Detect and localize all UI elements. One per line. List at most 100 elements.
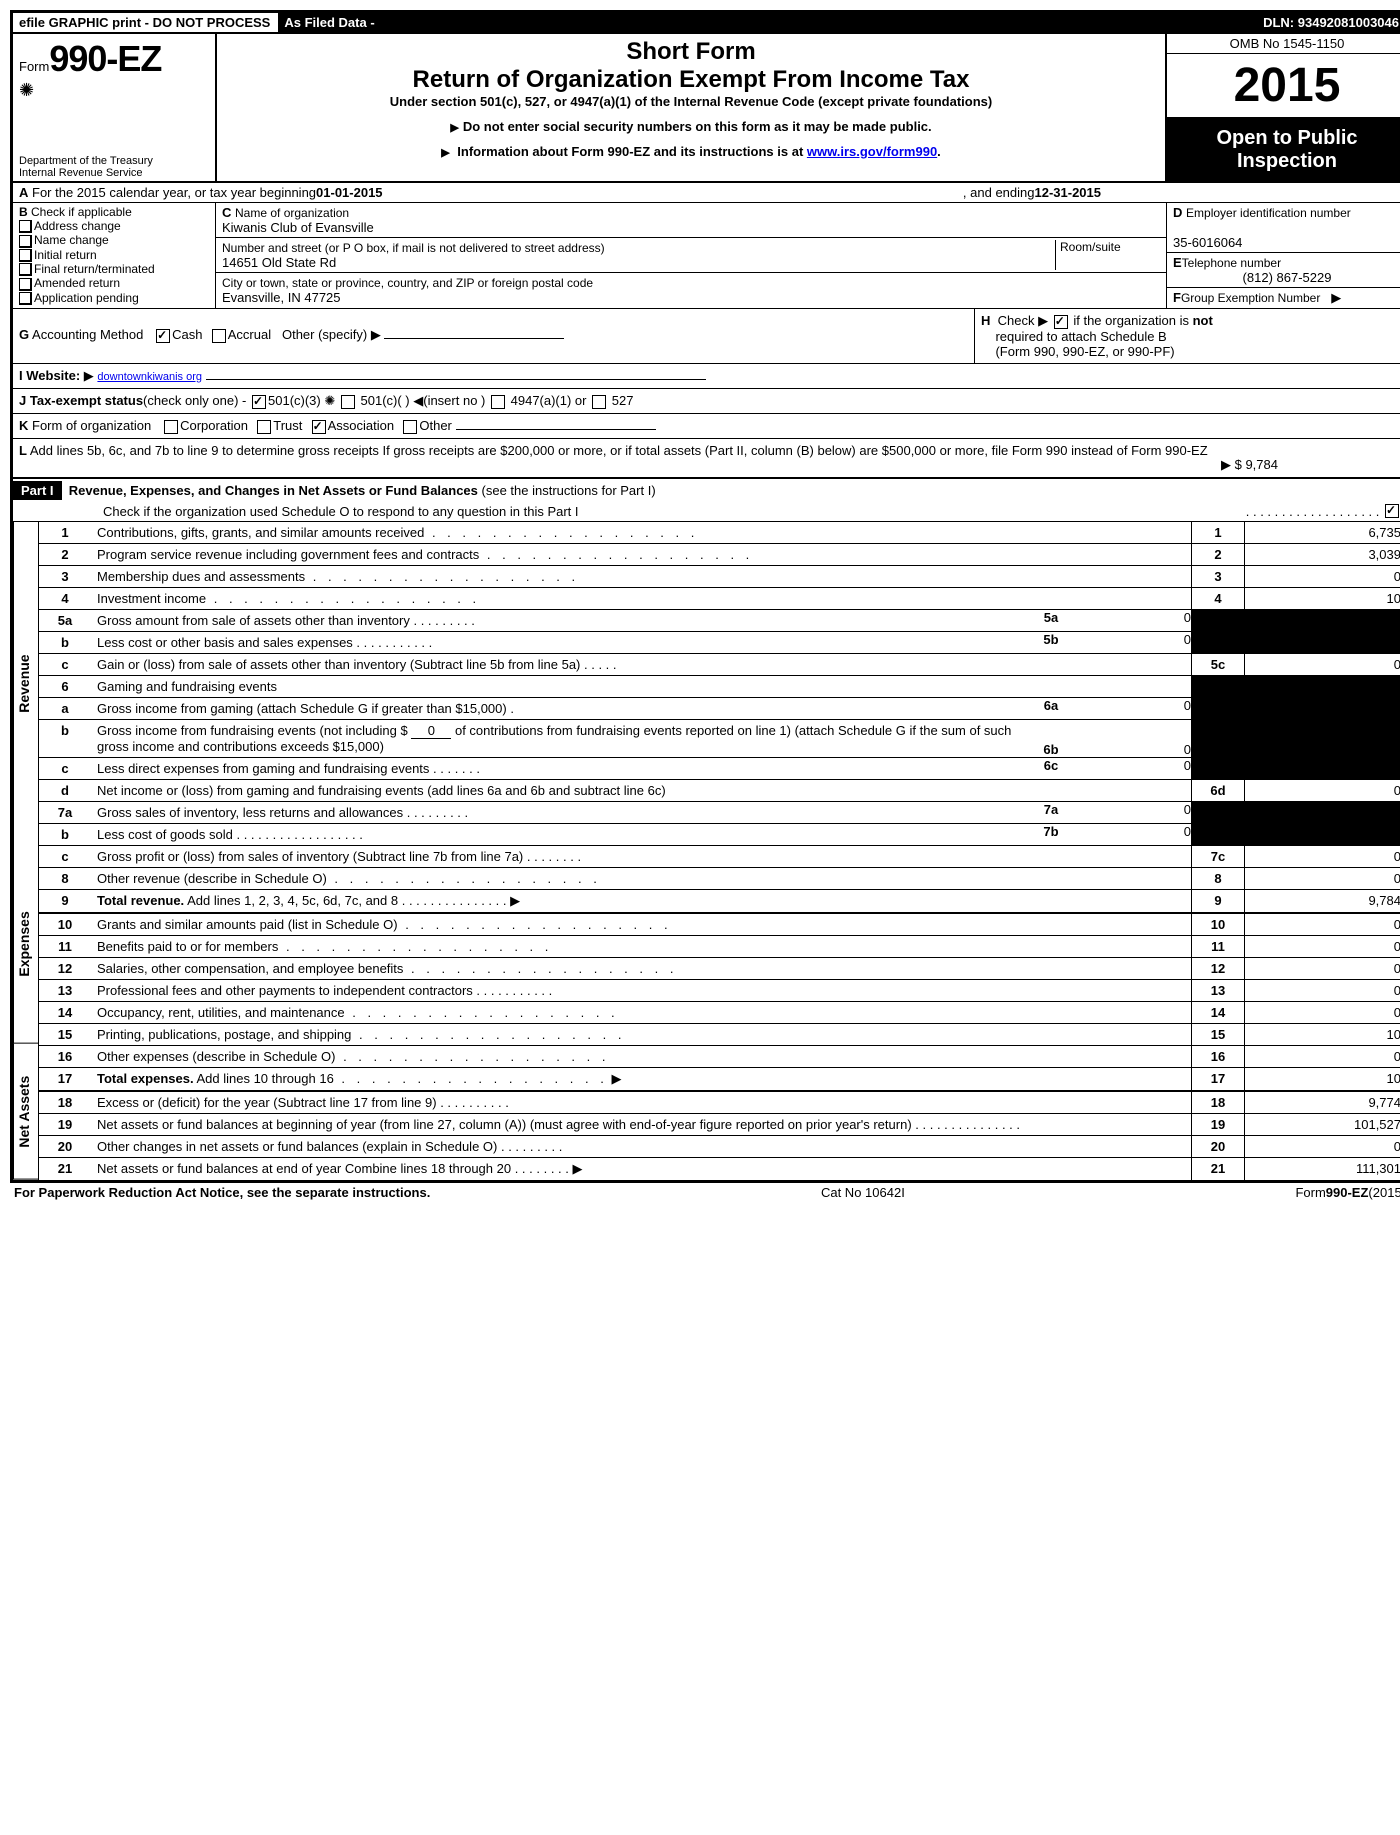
footer-catno: Cat No 10642I xyxy=(821,1185,905,1200)
j-4947-checkbox xyxy=(491,395,505,409)
part1-label: Part I xyxy=(13,481,62,500)
form-prefix: Form xyxy=(19,59,49,74)
room-suite-label: Room/suite xyxy=(1055,240,1160,270)
side-labels: Revenue Expenses Net Assets xyxy=(13,522,39,1180)
asfiled-label: As Filed Data - xyxy=(278,13,382,32)
line-5a: 5aGross amount from sale of assets other… xyxy=(39,609,1400,631)
line-7a: 7aGross sales of inventory, less returns… xyxy=(39,801,1400,823)
header-right: OMB No 1545-1150 2015 Open to PublicInsp… xyxy=(1165,34,1400,181)
section-c: C Name of organization Kiwanis Club of E… xyxy=(216,203,1166,308)
gh-section: G Accounting Method Cash Accrual Other (… xyxy=(13,309,1400,364)
section-j: J Tax-exempt status(check only one) - 50… xyxy=(13,389,1400,414)
line-7c: cGross profit or (loss) from sales of in… xyxy=(39,845,1400,867)
line-17: 17Total expenses. Add lines 10 through 1… xyxy=(39,1067,1400,1091)
section-def: D Employer identification number 35-6016… xyxy=(1166,203,1400,308)
dln: DLN: 93492081003046 xyxy=(1257,13,1400,32)
line-9: 9Total revenue. Add lines 1, 2, 3, 4, 5c… xyxy=(39,889,1400,913)
line-18: 18Excess or (deficit) for the year (Subt… xyxy=(39,1091,1400,1114)
open-public: Open to PublicInspection xyxy=(1167,119,1400,181)
part1-header: Part I Revenue, Expenses, and Changes in… xyxy=(13,479,1400,522)
line-6c: cLess direct expenses from gaming and fu… xyxy=(39,757,1400,779)
footer: For Paperwork Reduction Act Notice, see … xyxy=(10,1183,1400,1202)
irs-link[interactable]: www.irs.gov/form990 xyxy=(807,144,937,159)
line-4: 4Investment income410 xyxy=(39,587,1400,609)
instr-info: Information about Form 990-EZ and its in… xyxy=(223,144,1159,159)
revenue-label: Revenue xyxy=(13,522,38,846)
footer-form: Form990-EZ(2015) xyxy=(1295,1185,1400,1200)
bcd-section: B Check if applicable Address change Nam… xyxy=(13,203,1400,309)
header-row: Form990-EZ ✺ Department of the Treasury … xyxy=(13,34,1400,183)
part1-check-text: Check if the organization used Schedule … xyxy=(103,504,1246,519)
j-501c3-checkbox xyxy=(252,395,266,409)
line-11: 11Benefits paid to or for members110 xyxy=(39,935,1400,957)
line-6b: bGross income from fundraising events (n… xyxy=(39,719,1400,757)
phone-value: (812) 867-5229 xyxy=(1173,270,1400,285)
opt-final-return: Final return/terminated xyxy=(34,262,155,276)
line-2: 2Program service revenue including gover… xyxy=(39,543,1400,565)
header-left: Form990-EZ ✺ Department of the Treasury … xyxy=(13,34,217,181)
line-a: A For the 2015 calendar year, or tax yea… xyxy=(13,183,1400,203)
dept-irs: Internal Revenue Service xyxy=(19,167,153,179)
schedule-o-checkbox xyxy=(1385,504,1399,518)
line-5b: bLess cost or other basis and sales expe… xyxy=(39,631,1400,653)
line-12: 12Salaries, other compensation, and empl… xyxy=(39,957,1400,979)
h-checkbox xyxy=(1054,315,1068,329)
line-19: 19Net assets or fund balances at beginni… xyxy=(39,1113,1400,1135)
part1-title: Revenue, Expenses, and Changes in Net As… xyxy=(69,483,478,498)
subtitle: Under section 501(c), 527, or 4947(a)(1)… xyxy=(223,94,1159,109)
opt-initial-return: Initial return xyxy=(34,248,97,262)
line-10: 10Grants and similar amounts paid (list … xyxy=(39,913,1400,936)
line-16: 16Other expenses (describe in Schedule O… xyxy=(39,1045,1400,1067)
line-6a: aGross income from gaming (attach Schedu… xyxy=(39,697,1400,719)
opt-address-change: Address change xyxy=(34,219,121,233)
section-l: L Add lines 5b, 6c, and 7b to line 9 to … xyxy=(13,439,1400,479)
efile-label: efile GRAPHIC print - DO NOT PROCESS xyxy=(13,13,278,32)
dept-treasury: Department of the Treasury xyxy=(19,155,153,167)
section-i: I Website: ▶ downtownkiwanis org xyxy=(13,364,1400,389)
tax-year: 2015 xyxy=(1167,54,1400,119)
title-short-form: Short Form xyxy=(223,38,1159,66)
accrual-checkbox xyxy=(212,329,226,343)
line-14: 14Occupancy, rent, utilities, and mainte… xyxy=(39,1001,1400,1023)
line-8: 8Other revenue (describe in Schedule O)8… xyxy=(39,867,1400,889)
top-bar: efile GRAPHIC print - DO NOT PROCESS As … xyxy=(13,13,1400,34)
omb-number: OMB No 1545-1150 xyxy=(1167,34,1400,54)
opt-app-pending: Application pending xyxy=(34,291,139,305)
section-b: B Check if applicable Address change Nam… xyxy=(13,203,216,308)
section-h: H Check ▶ if the organization is not req… xyxy=(974,309,1400,363)
org-city: Evansville, IN 47725 xyxy=(222,290,341,305)
org-name: Kiwanis Club of Evansville xyxy=(222,220,374,235)
j-501c-checkbox xyxy=(341,395,355,409)
title-return: Return of Organization Exempt From Incom… xyxy=(223,66,1159,94)
form-number: 990-EZ xyxy=(49,38,161,79)
opt-amended: Amended return xyxy=(34,276,120,290)
line-5c: cGain or (loss) from sale of assets othe… xyxy=(39,653,1400,675)
line-21: 21Net assets or fund balances at end of … xyxy=(39,1157,1400,1180)
line-20: 20Other changes in net assets or fund ba… xyxy=(39,1135,1400,1157)
instr-ssn: Do not enter social security numbers on … xyxy=(223,119,1159,134)
line-13: 13Professional fees and other payments t… xyxy=(39,979,1400,1001)
gross-receipts: $ 9,784 xyxy=(1235,457,1278,472)
ein-value: 35-6016064 xyxy=(1173,235,1242,250)
line-3: 3Membership dues and assessments30 xyxy=(39,565,1400,587)
netassets-label: Net Assets xyxy=(13,1044,38,1180)
cash-checkbox xyxy=(156,329,170,343)
lines-table: 1Contributions, gifts, grants, and simil… xyxy=(39,522,1400,1180)
line-6d: dNet income or (loss) from gaming and fu… xyxy=(39,779,1400,801)
section-k: K Form of organization Corporation Trust… xyxy=(13,414,1400,439)
org-street: 14651 Old State Rd xyxy=(222,255,336,270)
top-spacer xyxy=(383,13,1257,32)
form-container: efile GRAPHIC print - DO NOT PROCESS As … xyxy=(10,10,1400,1183)
main-table-container: Revenue Expenses Net Assets 1Contributio… xyxy=(13,522,1400,1180)
expenses-label: Expenses xyxy=(13,845,38,1044)
footer-paperwork: For Paperwork Reduction Act Notice, see … xyxy=(14,1185,430,1200)
line-1: 1Contributions, gifts, grants, and simil… xyxy=(39,522,1400,544)
header-mid: Short Form Return of Organization Exempt… xyxy=(217,34,1165,181)
j-527-checkbox xyxy=(592,395,606,409)
line-15: 15Printing, publications, postage, and s… xyxy=(39,1023,1400,1045)
website-link[interactable]: downtownkiwanis org xyxy=(97,371,202,383)
line-7b: bLess cost of goods sold . . . . . . . .… xyxy=(39,823,1400,845)
opt-name-change: Name change xyxy=(34,233,109,247)
line-6: 6Gaming and fundraising events xyxy=(39,675,1400,697)
section-g: G Accounting Method Cash Accrual Other (… xyxy=(13,309,974,363)
